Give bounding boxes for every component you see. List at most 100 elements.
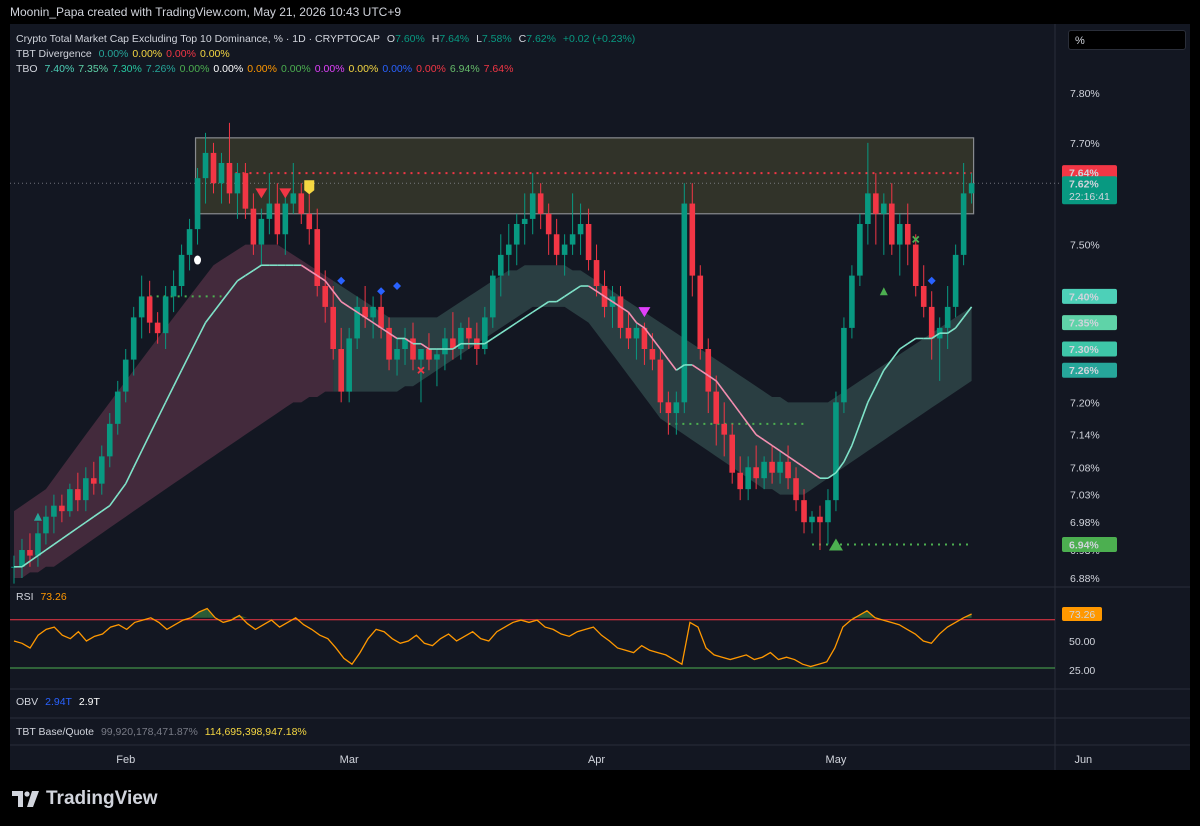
candle-body xyxy=(673,402,680,414)
price-badge xyxy=(1062,362,1117,378)
sma-line-segment xyxy=(723,391,733,403)
sma-line-segment xyxy=(731,401,741,414)
rsi-tick-label: 73.26 xyxy=(1069,609,1095,621)
candle-body xyxy=(19,550,25,567)
candle-body xyxy=(904,224,911,245)
tbo-values: 7.40% 7.35% 7.30% 7.26% 0.00% 0.00% 0.00% 0.00%… xyxy=(45,63,518,75)
candle-body xyxy=(569,234,576,245)
sma-line-segment xyxy=(356,311,366,319)
sma-line-segment xyxy=(643,327,654,339)
candle-body xyxy=(513,224,520,245)
sma-line-segment xyxy=(140,434,151,452)
sma-line-segment xyxy=(29,554,39,562)
tbtdiv-name: TBT Divergence xyxy=(16,48,92,60)
price-badge xyxy=(1062,176,1117,205)
candle-body xyxy=(330,306,336,350)
candle-body xyxy=(91,478,97,484)
sma-line-segment xyxy=(739,412,749,425)
sma-line-segment xyxy=(372,321,382,329)
candle-body xyxy=(362,306,368,318)
tbo-value-10: 0.00% xyxy=(382,63,413,75)
change-value: +0.02 (+0.23%) xyxy=(562,33,636,45)
candle-body xyxy=(306,213,313,230)
candle-body xyxy=(35,533,41,556)
scale-button[interactable]: % xyxy=(1068,30,1186,50)
candle-body xyxy=(83,478,89,501)
candle-body xyxy=(162,296,169,334)
price-badge xyxy=(1062,315,1117,331)
candle-body xyxy=(426,349,432,360)
sma-line-segment xyxy=(620,306,629,313)
c-value: 7.62% xyxy=(526,33,556,45)
candle-body xyxy=(713,391,720,424)
candle-body xyxy=(681,203,688,403)
candle-body xyxy=(793,478,799,501)
sma-line-segment xyxy=(827,472,837,479)
candle-body xyxy=(585,224,592,261)
rsi-tick-label: 25.00 xyxy=(1069,665,1095,677)
sma-line-segment xyxy=(851,423,861,446)
candle-body xyxy=(561,244,568,255)
price-badge xyxy=(1062,341,1117,357)
candle-body xyxy=(881,203,887,214)
candle-body xyxy=(841,327,847,403)
tbo-value-12: 6.94% xyxy=(449,63,480,75)
l-value: 7.58% xyxy=(481,33,512,45)
candle-body xyxy=(67,489,73,512)
sma-line-segment xyxy=(931,332,941,340)
price-badge-text: 6.94% xyxy=(1069,539,1099,551)
candle-body xyxy=(170,286,177,297)
sma-line-segment xyxy=(564,290,574,298)
candle-body xyxy=(482,317,488,350)
candle-body xyxy=(370,306,376,318)
candle-body xyxy=(346,338,352,392)
candle-body xyxy=(944,306,951,328)
candle-body xyxy=(729,434,735,473)
sma-line-segment xyxy=(707,374,717,382)
sma-line-segment xyxy=(763,439,773,447)
sma-line-segment xyxy=(803,466,813,474)
tbo-value-13: 7.64% xyxy=(483,63,514,75)
candle-body xyxy=(865,193,871,225)
candle-body xyxy=(442,338,448,355)
candle-body xyxy=(697,275,704,350)
band-area-bull xyxy=(333,265,972,495)
header-text: Moonin_Papa created with TradingView.com… xyxy=(10,5,402,19)
candle-body xyxy=(809,516,815,523)
marker-diamond xyxy=(377,287,386,296)
time-tick-label: Feb xyxy=(116,754,135,766)
candle-body xyxy=(226,162,233,194)
rsi-legend: RSI 73.26 xyxy=(16,591,71,603)
sma-line-segment xyxy=(188,338,199,355)
sma-line-segment xyxy=(300,264,310,272)
tbo-value-8: 0.00% xyxy=(314,63,345,75)
marker-diamond xyxy=(393,282,402,291)
marker-triangle-down xyxy=(255,188,268,199)
candle-body xyxy=(761,461,767,479)
time-tick-label: Apr xyxy=(588,754,605,766)
marker-diamond xyxy=(927,276,936,285)
candle-body xyxy=(649,349,656,360)
sma-line-segment xyxy=(907,337,917,345)
sma-line-segment xyxy=(508,321,518,329)
main-legend: Crypto Total Market Cap Excluding Top 10… xyxy=(16,33,639,45)
rsi-value: 73.26 xyxy=(40,591,67,603)
candle-body xyxy=(378,306,384,328)
price-badge-text: 7.26% xyxy=(1069,365,1099,377)
o-label: O xyxy=(386,33,396,45)
sma-line-segment xyxy=(380,327,390,334)
sma-line-segment xyxy=(220,290,231,303)
price-badge-text: 7.40% xyxy=(1069,291,1099,303)
h-label: H xyxy=(431,33,440,45)
sma-line-segment xyxy=(755,433,765,441)
tbo-value-2: 7.30% xyxy=(112,63,142,75)
candle-body xyxy=(458,327,464,350)
sma-line-segment xyxy=(771,444,781,452)
candle-body xyxy=(705,349,712,392)
sma-line-segment xyxy=(524,311,534,319)
o-value: 7.60% xyxy=(395,33,425,45)
sma-line-segment xyxy=(492,332,502,340)
sma-line-segment xyxy=(540,300,550,308)
sma-line-segment xyxy=(212,301,223,313)
